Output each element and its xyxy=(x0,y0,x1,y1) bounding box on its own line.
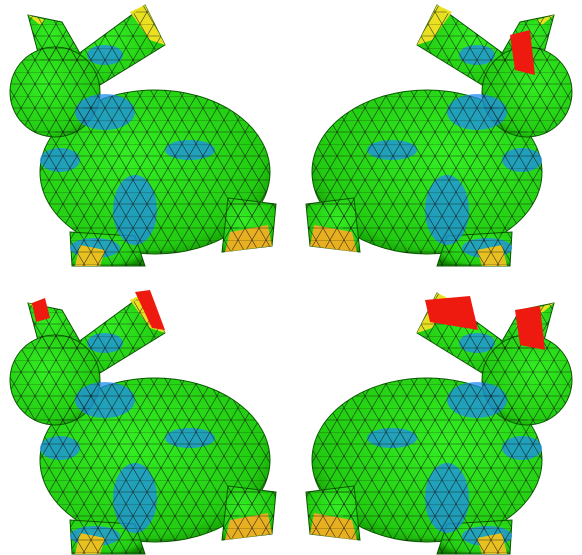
bunny-front-right xyxy=(305,4,573,267)
bunny-front-left xyxy=(9,4,277,267)
ear-tips-red xyxy=(32,30,545,350)
bunny-back-left xyxy=(9,292,277,555)
